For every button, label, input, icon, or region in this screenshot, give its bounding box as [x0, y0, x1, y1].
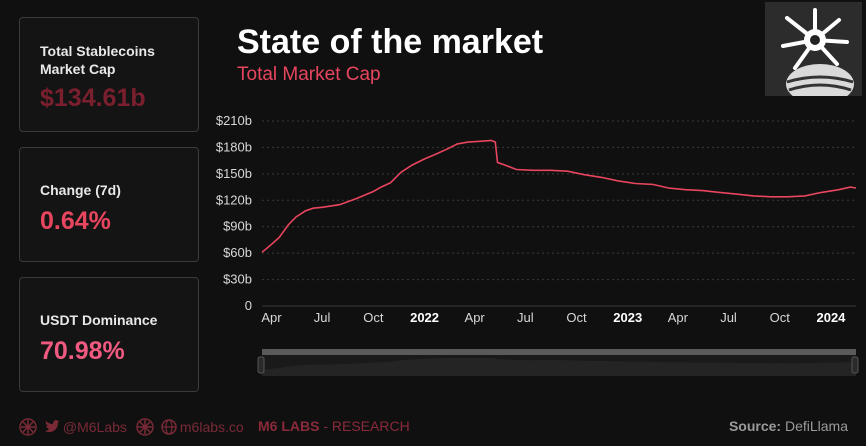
x-axis-ticks: Apr Jul Oct 2022 Apr Jul Oct 2023 Apr Jul Oct 2024 — [261, 310, 846, 325]
y-axis-ticks: 0 $30b $60b $90b $120b $150b $180b $210b — [216, 113, 252, 313]
y-tick-label: $150b — [216, 166, 252, 181]
footer-brand: M6 LABS - RESEARCH — [258, 418, 410, 434]
website-link: m6labs.co — [179, 419, 244, 435]
y-tick-label: $30b — [223, 272, 252, 287]
change-7d-label: Change (7d) — [40, 182, 121, 198]
navigator-left-handle[interactable] — [257, 356, 265, 374]
x-tick-label: Oct — [566, 310, 587, 325]
m6-logo-icon — [136, 418, 154, 436]
brand-suffix: - RESEARCH — [319, 418, 410, 434]
x-tick-label: Oct — [363, 310, 384, 325]
market-cap-chart: 0 $30b $60b $90b $120b $150b $180b $210b Apr Jul… — [215, 113, 859, 376]
y-tick-label: $210b — [216, 113, 252, 128]
footer-twitter[interactable]: @M6Labs — [19, 418, 127, 436]
series-line-total-market-cap — [261, 139, 857, 253]
usdt-dominance-value: 70.98% — [40, 337, 125, 365]
x-tick-label: 2022 — [410, 310, 439, 325]
x-tick-label: 2023 — [613, 310, 642, 325]
navigator-right-handle[interactable] — [851, 356, 859, 374]
total-market-cap-value: $134.61b — [40, 84, 146, 112]
x-tick-label: 2024 — [816, 310, 846, 325]
avatar-image — [765, 2, 862, 104]
footer-source: Source: DefiLlama — [729, 418, 848, 434]
m6-logo-icon — [19, 418, 37, 436]
page-title: State of the market — [237, 23, 544, 61]
source-name: DefiLlama — [781, 418, 848, 434]
footer-website[interactable]: m6labs.co — [136, 418, 244, 436]
change-7d-card: Change (7d) 0.64% — [19, 147, 199, 262]
range-navigator[interactable] — [257, 349, 859, 376]
source-label: Source: — [728, 418, 782, 434]
brand-name: M6 LABS — [258, 418, 320, 434]
y-tick-label: 0 — [245, 298, 252, 313]
y-tick-label: $60b — [223, 245, 252, 260]
chart-subtitle: Total Market Cap — [237, 64, 381, 85]
total-market-cap-card: Total Stablecoins Market Cap $134.61b — [19, 17, 199, 132]
twitter-handle: @M6Labs — [62, 419, 127, 435]
grid-lines — [262, 120, 856, 307]
y-tick-label: $180b — [216, 139, 252, 154]
x-tick-label: Apr — [261, 310, 282, 325]
globe-icon — [161, 419, 177, 435]
usdt-dominance-card: USDT Dominance 70.98% — [19, 277, 199, 392]
x-tick-label: Apr — [668, 310, 689, 325]
x-tick-label: Oct — [770, 310, 791, 325]
y-tick-label: $120b — [216, 192, 252, 207]
x-tick-label: Jul — [720, 310, 737, 325]
avatar — [765, 2, 862, 104]
twitter-icon — [44, 420, 60, 433]
usdt-dominance-label: USDT Dominance — [40, 312, 158, 328]
x-tick-label: Apr — [465, 310, 486, 325]
total-market-cap-label: Total Stablecoins Market Cap — [40, 43, 155, 77]
change-7d-value: 0.64% — [40, 207, 111, 235]
y-tick-label: $90b — [223, 219, 252, 234]
x-tick-label: Jul — [517, 310, 534, 325]
x-tick-label: Jul — [314, 310, 331, 325]
navigator-area — [262, 358, 856, 376]
navigator-scrollbar[interactable] — [262, 349, 856, 355]
